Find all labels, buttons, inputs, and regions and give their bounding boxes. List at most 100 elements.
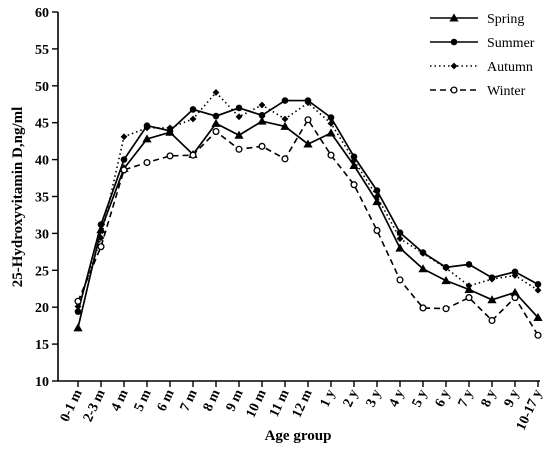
x-tick-label: 2 y (341, 387, 362, 409)
legend-item-summer: Summer (430, 36, 535, 51)
y-tick-label: 30 (35, 227, 49, 242)
data-point-marker (166, 152, 174, 160)
data-point-marker (449, 13, 459, 22)
data-point-marker (442, 305, 450, 313)
data-point-marker (534, 286, 542, 294)
data-point-marker (350, 153, 358, 160)
data-point-marker (488, 275, 496, 283)
series-layer (73, 89, 543, 339)
data-point-marker (281, 115, 289, 123)
data-point-marker (396, 276, 404, 284)
data-point-marker (327, 120, 335, 127)
data-point-marker (189, 151, 197, 159)
legend-label: Spring (487, 12, 524, 27)
x-tick-label: 10 m (244, 387, 270, 420)
data-point-marker (511, 268, 519, 276)
data-point-marker (450, 62, 458, 70)
data-point-marker (257, 116, 267, 125)
data-point-marker (373, 226, 381, 234)
data-point-marker (142, 134, 152, 143)
data-point-marker (465, 261, 473, 268)
data-point-marker (511, 272, 519, 279)
data-point-marker (97, 243, 105, 251)
y-tick-label: 10 (35, 375, 49, 390)
y-axis: 10 15 20 25 30 35 40 45 50 55 60 (35, 6, 59, 390)
series-line-autumn (77, 91, 539, 307)
data-point-marker (189, 106, 197, 113)
x-tick-label: 9 m (224, 387, 247, 414)
x-tick-label: 5 m (132, 387, 155, 414)
x-axis-title: Age group (265, 428, 332, 444)
data-point-marker (212, 112, 220, 120)
data-point-marker (326, 128, 336, 137)
x-tick-label: 7 y (456, 387, 477, 409)
legend: Spring Summer Autumn Winter (430, 12, 535, 99)
data-point-marker (534, 281, 542, 288)
x-tick-label: 2-3 m (81, 387, 109, 424)
data-point-marker (441, 276, 451, 285)
data-point-marker (450, 86, 458, 94)
legend-label: Summer (487, 36, 535, 51)
data-point-marker (327, 151, 335, 159)
series-line-winter (77, 118, 539, 336)
y-tick-label: 35 (35, 191, 49, 206)
data-point-marker (373, 193, 381, 200)
data-point-marker (396, 235, 404, 242)
x-tick-label: 3 y (364, 387, 385, 409)
x-tick-label: 8 y (479, 387, 500, 409)
data-point-marker (304, 99, 312, 107)
data-point-marker (143, 159, 151, 167)
data-point-marker (373, 187, 381, 194)
data-point-marker (212, 89, 220, 96)
x-tick-label: 8 m (201, 387, 224, 414)
data-point-marker (372, 197, 382, 206)
y-tick-label: 40 (35, 154, 49, 169)
data-point-marker (258, 112, 266, 119)
data-point-marker (534, 331, 542, 339)
data-point-marker (442, 264, 450, 272)
y-tick-label: 15 (35, 338, 49, 353)
data-point-marker (327, 114, 335, 121)
data-point-marker (74, 308, 82, 315)
data-point-marker (350, 181, 358, 189)
data-point-marker (235, 113, 243, 121)
y-tick-label: 50 (35, 80, 49, 95)
data-point-marker (349, 160, 359, 169)
data-point-marker (419, 249, 427, 257)
data-point-marker (258, 101, 266, 109)
data-point-marker (120, 133, 128, 141)
data-point-marker (97, 221, 105, 228)
series-autumn (74, 89, 542, 310)
data-point-marker (303, 139, 313, 148)
data-point-marker (73, 323, 83, 332)
x-tick-label: 12 m (290, 387, 316, 420)
data-point-marker (234, 130, 244, 139)
y-axis-title: 25-Hydroxyvitamin D,ng/ml (10, 107, 26, 288)
legend-label: Winter (487, 84, 526, 99)
x-tick-label: 7 m (178, 387, 201, 414)
x-tick-label: 6 m (155, 387, 178, 414)
data-point-marker (189, 115, 197, 123)
data-point-marker (235, 145, 243, 153)
legend-item-spring: Spring (430, 12, 524, 27)
y-tick-label: 60 (35, 6, 49, 21)
y-tick-label: 20 (35, 301, 49, 316)
data-point-marker (533, 312, 543, 321)
data-point-marker (510, 287, 520, 296)
data-point-marker (97, 234, 105, 242)
data-point-marker (281, 155, 289, 163)
y-tick-label: 25 (35, 264, 49, 279)
data-point-marker (450, 38, 458, 46)
series-winter (74, 116, 542, 339)
x-tick-label: 1 y (318, 387, 339, 409)
y-tick-label: 45 (35, 117, 49, 132)
legend-item-autumn: Autumn (430, 60, 533, 75)
data-point-marker (488, 316, 496, 325)
series-summer (74, 97, 542, 315)
data-point-marker (395, 243, 405, 252)
y-tick-label: 55 (35, 43, 49, 58)
x-tick-label: 5 y (410, 387, 431, 409)
series-line-summer (77, 99, 539, 312)
